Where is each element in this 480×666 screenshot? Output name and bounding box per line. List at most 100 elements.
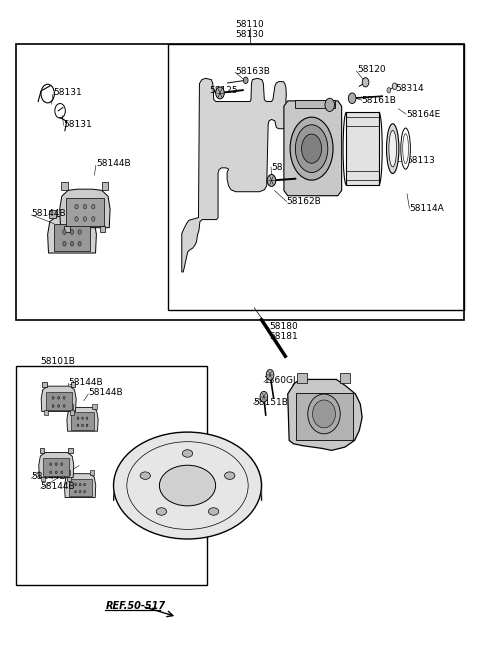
Text: 58164E: 58164E (406, 110, 440, 119)
Text: 58314: 58314 (395, 85, 424, 93)
Bar (297, 373, 307, 384)
Circle shape (71, 230, 74, 234)
Ellipse shape (301, 134, 322, 163)
Polygon shape (48, 216, 96, 253)
Text: 58151B: 58151B (253, 398, 288, 407)
Circle shape (78, 230, 81, 234)
Polygon shape (64, 474, 96, 498)
Circle shape (387, 88, 391, 93)
Bar (296, 393, 353, 440)
Circle shape (52, 396, 54, 399)
Polygon shape (46, 392, 72, 410)
Polygon shape (69, 479, 92, 496)
Text: 58110: 58110 (235, 20, 264, 29)
Circle shape (79, 484, 81, 486)
Bar (67, 477, 71, 481)
Circle shape (77, 417, 79, 420)
Ellipse shape (182, 450, 192, 458)
Text: 58131: 58131 (63, 120, 92, 129)
Ellipse shape (401, 128, 410, 169)
Circle shape (63, 405, 65, 408)
Text: 58120: 58120 (357, 65, 385, 74)
Circle shape (55, 463, 57, 466)
Text: 58144B: 58144B (68, 378, 103, 386)
Circle shape (392, 83, 397, 90)
Polygon shape (39, 452, 74, 478)
Circle shape (83, 216, 86, 221)
Text: 58114A: 58114A (409, 204, 444, 213)
Text: 58125: 58125 (209, 87, 238, 95)
Circle shape (216, 87, 224, 99)
Bar (44, 410, 48, 414)
Circle shape (55, 471, 57, 474)
Ellipse shape (295, 125, 328, 172)
Bar (68, 448, 73, 454)
Bar (41, 477, 45, 481)
Bar (100, 226, 106, 232)
Text: 58144B: 58144B (40, 482, 75, 492)
Polygon shape (54, 224, 91, 251)
Circle shape (61, 471, 63, 474)
Bar (88, 210, 95, 218)
Polygon shape (182, 79, 288, 272)
Circle shape (58, 405, 60, 408)
Bar (71, 382, 75, 387)
Bar (66, 470, 70, 475)
Bar (68, 404, 72, 409)
Polygon shape (60, 189, 110, 228)
Polygon shape (41, 386, 76, 412)
Bar (64, 226, 70, 232)
Ellipse shape (312, 400, 336, 428)
Circle shape (63, 241, 66, 246)
Bar (93, 404, 96, 409)
Circle shape (82, 424, 84, 427)
Circle shape (61, 463, 63, 466)
Text: 58144B: 58144B (88, 388, 123, 397)
Circle shape (266, 370, 274, 380)
Ellipse shape (308, 394, 340, 434)
Circle shape (83, 204, 86, 209)
Polygon shape (284, 101, 342, 196)
Text: 58144B: 58144B (32, 472, 66, 482)
Text: 58180: 58180 (270, 322, 299, 331)
Circle shape (79, 490, 81, 493)
Text: 58144B: 58144B (96, 159, 131, 168)
Ellipse shape (386, 124, 399, 174)
Text: 58163B: 58163B (235, 67, 270, 75)
Bar (49, 210, 56, 218)
Ellipse shape (114, 432, 262, 539)
Text: 58112: 58112 (352, 179, 381, 188)
Circle shape (77, 424, 79, 427)
Circle shape (75, 490, 76, 493)
Text: 58144B: 58144B (32, 209, 66, 218)
Circle shape (50, 463, 52, 466)
Circle shape (75, 484, 76, 486)
Circle shape (362, 78, 369, 87)
Text: REF.50-517: REF.50-517 (106, 601, 166, 611)
Bar (16, 366, 206, 585)
Circle shape (84, 484, 85, 486)
Text: 58130: 58130 (235, 30, 264, 39)
Circle shape (243, 77, 248, 84)
Circle shape (260, 392, 268, 402)
Text: 58164E: 58164E (271, 163, 305, 172)
Circle shape (71, 241, 74, 246)
Circle shape (75, 216, 78, 221)
Bar (102, 182, 108, 190)
Bar (295, 99, 336, 107)
Circle shape (50, 471, 52, 474)
Bar (40, 448, 44, 454)
Ellipse shape (389, 131, 396, 167)
Circle shape (92, 204, 95, 209)
Polygon shape (43, 458, 69, 476)
Ellipse shape (225, 472, 235, 480)
Polygon shape (71, 412, 94, 430)
Circle shape (63, 396, 65, 399)
Circle shape (325, 98, 335, 111)
Ellipse shape (290, 117, 333, 180)
Circle shape (84, 490, 85, 493)
Circle shape (86, 417, 88, 420)
Bar (347, 112, 379, 185)
Circle shape (267, 174, 276, 186)
Bar (42, 382, 47, 387)
